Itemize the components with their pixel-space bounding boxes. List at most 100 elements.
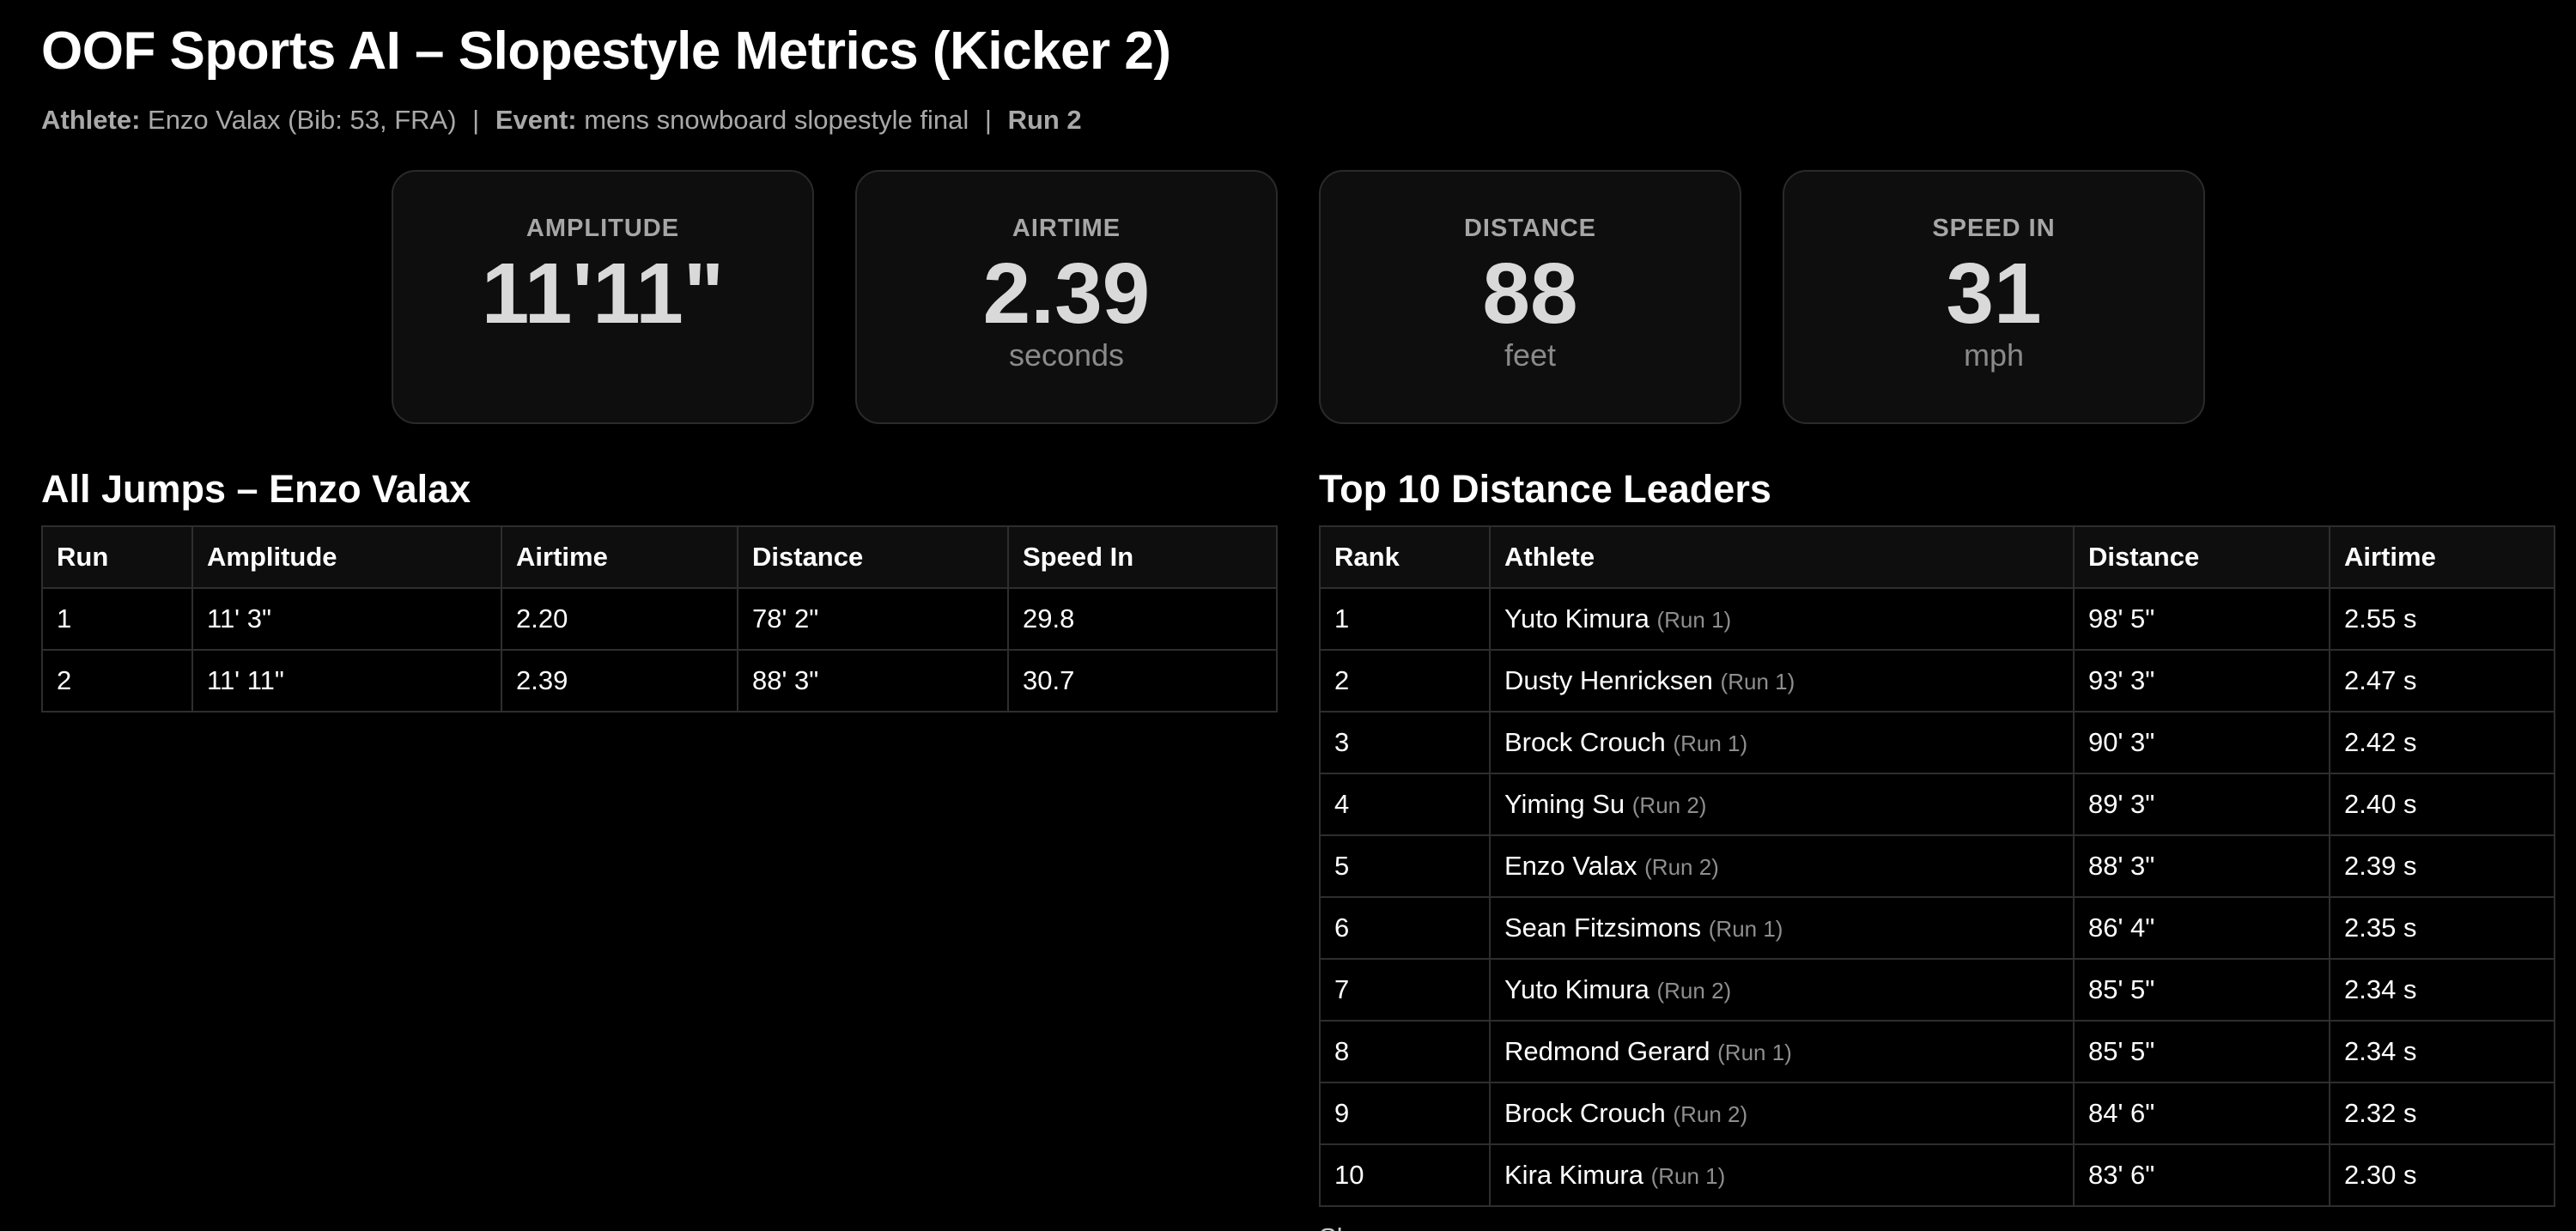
column-header-rank: Rank [1319,525,1491,589]
column-header-run: Run [41,525,193,589]
cell-rank: 2 [1319,649,1491,713]
separator: | [984,105,992,135]
run-tag: (Run 1) [1656,607,1732,633]
table-row: 6 Sean Fitzsimons (Run 1) 86' 4" 2.35 s [1319,896,2555,960]
table-row: 4 Yiming Su (Run 2) 89' 3" 2.40 s [1319,773,2555,836]
metric-value: 88 [1482,246,1578,342]
distance-leaders-title: Top 10 Distance Leaders [1319,467,1771,511]
athlete-name: Sean Fitzsimons [1504,913,1702,943]
athlete-label: Athlete: [41,105,141,135]
run-tag: (Run 1) [1720,669,1795,694]
leaders-table-body: 1 Yuto Kimura (Run 1) 98' 5" 2.55 s 2 Dusty H… [1319,587,2555,1207]
cell-airtime: 2.30 s [2329,1143,2555,1207]
cell-airtime: 2.35 s [2329,896,2555,960]
cell-distance: 86' 4" [2073,896,2330,960]
metric-label: DISTANCE [1463,215,1597,242]
cell-distance: 83' 6" [2073,1143,2330,1207]
cell-airtime: 2.34 s [2329,958,2555,1022]
cell-airtime: 2.40 s [2329,773,2555,836]
cell-rank: 9 [1319,1082,1491,1145]
cell-airtime: 2.34 s [2329,1020,2555,1083]
metric-cards: AMPLITUDE 11'11" AIRTIME 2.39 seconds DI… [392,170,2205,424]
all-jumps-section: All Jumps – Enzo Valax Run Amplitude Air… [41,465,1278,713]
athlete-name: Enzo Valax [1504,851,1637,881]
cell-athlete: Yuto Kimura (Run 1) [1489,587,2075,651]
column-header-distance: Distance [737,525,1009,589]
cell-athlete: Sean Fitzsimons (Run 1) [1489,896,2075,960]
cell-rank: 10 [1319,1143,1491,1207]
column-header-airtime: Airtime [2329,525,2555,589]
table-row: 5 Enzo Valax (Run 2) 88' 3" 2.39 s [1319,834,2555,898]
cell-distance: 93' 3" [2073,649,2330,713]
cell-athlete: Yiming Su (Run 2) [1489,773,2075,836]
metric-card-distance: DISTANCE 88 feet [1319,170,1741,424]
cell-athlete: Yuto Kimura (Run 2) [1489,958,2075,1022]
run-tag: (Run 2) [1644,854,1719,880]
table-row: 1 11' 3" 2.20 78' 2" 29.8 [41,587,1278,651]
athlete-name: Yuto Kimura [1504,603,1649,634]
athlete-name: Kira Kimura [1504,1160,1643,1190]
column-header-speed-in: Speed In [1007,525,1278,589]
cell-rank: 3 [1319,711,1491,774]
cell-speed-in: 29.8 [1007,587,1278,651]
athlete-name: Brock Crouch [1504,1098,1666,1128]
table-row: 1 Yuto Kimura (Run 1) 98' 5" 2.55 s [1319,587,2555,651]
metric-label: SPEED IN [1932,215,2056,242]
cell-airtime: 2.39 s [2329,834,2555,898]
cell-amplitude: 11' 11" [191,649,502,713]
metric-card-amplitude: AMPLITUDE 11'11" [392,170,814,424]
column-header-amplitude: Amplitude [191,525,502,589]
athlete-name: Yuto Kimura [1504,974,1649,1004]
distance-leaders-table: Rank Athlete Distance Airtime 1 Yuto Kimu… [1319,525,2555,1207]
athlete-name: Brock Crouch [1504,727,1666,757]
cell-amplitude: 11' 3" [191,587,502,651]
cell-athlete: Redmond Gerard (Run 1) [1489,1020,2075,1083]
cell-athlete: Kira Kimura (Run 1) [1489,1143,2075,1207]
cell-rank: 5 [1319,834,1491,898]
table-header-row: Run Amplitude Airtime Distance Speed In [41,525,1278,589]
table-row: 10 Kira Kimura (Run 1) 83' 6" 2.30 s [1319,1143,2555,1207]
run-label: Run 2 [1007,105,1082,135]
footer-cut-text: Show... [1319,1221,1406,1231]
athlete-name: Yiming Su [1504,789,1625,819]
cell-airtime: 2.42 s [2329,711,2555,774]
cell-airtime: 2.32 s [2329,1082,2555,1145]
table-row: 2 Dusty Henricksen (Run 1) 93' 3" 2.47 s [1319,649,2555,713]
athlete-value: Enzo Valax (Bib: 53, FRA) [148,105,457,135]
cell-speed-in: 30.7 [1007,649,1278,713]
cell-rank: 4 [1319,773,1491,836]
table-row: 9 Brock Crouch (Run 2) 84' 6" 2.32 s [1319,1082,2555,1145]
distance-leaders-section: Top 10 Distance Leaders Rank Athlete Dis… [1319,465,2555,1207]
event-subtitle: Athlete: Enzo Valax (Bib: 53, FRA) | Eve… [41,103,2535,137]
cell-airtime: 2.39 [501,649,738,713]
cell-rank: 1 [1319,587,1491,651]
cell-distance: 98' 5" [2073,587,2330,651]
run-tag: (Run 2) [1656,978,1732,1004]
table-header-row: Rank Athlete Distance Airtime [1319,525,2555,589]
cell-distance: 84' 6" [2073,1082,2330,1145]
table-row: 7 Yuto Kimura (Run 2) 85' 5" 2.34 s [1319,958,2555,1022]
event-value: mens snowboard slopestyle final [584,105,969,135]
all-jumps-title: All Jumps – Enzo Valax [41,467,471,511]
metric-unit: seconds [1008,337,1125,373]
cell-airtime: 2.20 [501,587,738,651]
cell-distance: 88' 3" [2073,834,2330,898]
run-tag: (Run 1) [1708,916,1783,942]
metric-label: AMPLITUDE [526,215,680,242]
athlete-name: Redmond Gerard [1504,1036,1710,1066]
metric-unit: feet [1504,337,1557,373]
cell-distance: 78' 2" [737,587,1009,651]
cell-distance: 90' 3" [2073,711,2330,774]
column-header-athlete: Athlete [1489,525,2075,589]
metric-unit: mph [1963,337,2025,373]
cell-distance: 88' 3" [737,649,1009,713]
cell-distance: 85' 5" [2073,958,2330,1022]
table-row: 3 Brock Crouch (Run 1) 90' 3" 2.42 s [1319,711,2555,774]
run-tag: (Run 2) [1631,792,1707,818]
cell-distance: 85' 5" [2073,1020,2330,1083]
cell-athlete: Enzo Valax (Run 2) [1489,834,2075,898]
cell-airtime: 2.47 s [2329,649,2555,713]
cell-athlete: Brock Crouch (Run 1) [1489,711,2075,774]
cell-distance: 89' 3" [2073,773,2330,836]
